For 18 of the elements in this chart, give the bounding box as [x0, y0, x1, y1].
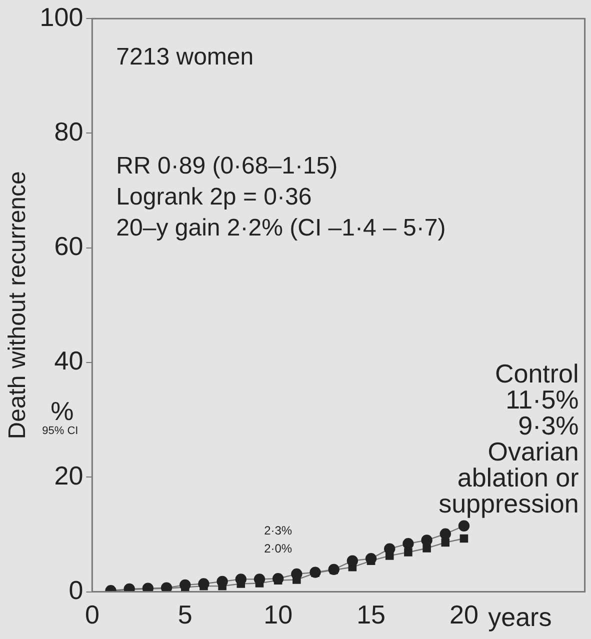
y-tick-label: 60 — [54, 231, 84, 262]
x-axis-title: years — [488, 602, 552, 632]
y-tick-label: 20 — [54, 460, 84, 490]
annotation: 2·3% — [264, 523, 292, 538]
y-tick-label: 100 — [40, 2, 84, 32]
y-tick-label: 40 — [54, 346, 84, 376]
text: 95% CI — [42, 425, 78, 438]
text: % — [50, 396, 74, 426]
x-tick-label: 20 — [450, 600, 478, 630]
annotation: 7213 women — [116, 43, 254, 70]
x-tick-label: 5 — [178, 600, 192, 630]
x-tick-label: 10 — [264, 600, 293, 630]
annotation: RR 0·89 (0·68–1·15) Logrank 2p = 0·36 20–y gain 2·2% (CI –1·4 – 5·7) — [116, 152, 446, 242]
annotation: 2·0% — [264, 541, 292, 556]
y-axis-title: Death without recurrence — [4, 171, 32, 440]
y-tick-label: 80 — [54, 116, 84, 146]
y-tick-label: 0 — [68, 574, 84, 605]
x-tick-label: 15 — [356, 600, 386, 630]
